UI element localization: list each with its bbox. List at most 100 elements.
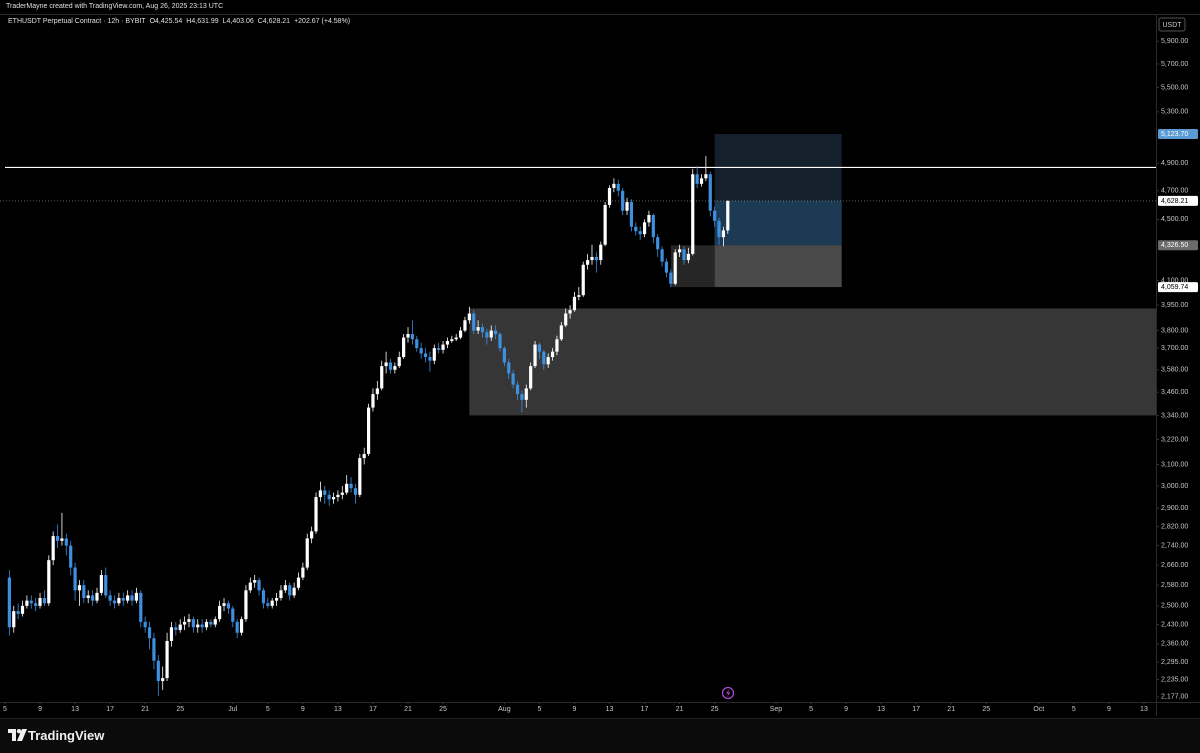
ohlc-close: C4,628.21 [257, 18, 291, 25]
candle-body [20, 605, 25, 614]
x-tick-label: 13 [877, 706, 885, 713]
x-tick-label: 17 [369, 706, 377, 713]
candle-body [406, 334, 410, 338]
candle-body [134, 592, 139, 601]
x-tick-label: 5 [1072, 706, 1076, 713]
replay-bolt[interactable] [726, 689, 731, 697]
credit: TraderMayne created with TradingView.com… [6, 3, 224, 10]
candle-body [38, 598, 42, 606]
candle-body [261, 590, 266, 604]
y-tick-label: 2,580.00 [1161, 582, 1188, 589]
candle-body [415, 339, 419, 349]
candle-body [586, 260, 590, 265]
candle-body [318, 490, 322, 498]
x-tick-label: Jul [228, 706, 237, 713]
candle-body [239, 619, 244, 633]
candle-body [664, 261, 669, 273]
candle-body [634, 226, 638, 232]
candle-body [314, 497, 318, 532]
x-tick-label: Sep [770, 706, 783, 713]
candle-body [678, 249, 682, 253]
candle-body [69, 545, 73, 568]
x-tick-label: 21 [947, 706, 955, 713]
y-tick-label: 2,820.00 [1161, 524, 1188, 531]
candle-body [515, 384, 520, 395]
candle-body [638, 231, 642, 235]
candle-body [695, 174, 699, 184]
entry-price-tag-bg [1158, 240, 1198, 251]
candle-body [682, 249, 686, 261]
candle-body [82, 585, 86, 599]
candle-body [248, 582, 252, 591]
candle-body [494, 330, 498, 335]
candle-body [572, 296, 577, 311]
candle-body [345, 483, 349, 493]
x-tick-label: 9 [573, 706, 577, 713]
candle-body [196, 624, 200, 628]
candle-body [388, 362, 393, 370]
candle-body [86, 595, 90, 599]
ohlc-low: L4,403.06 [222, 18, 254, 25]
candle-body [226, 603, 231, 609]
candle-body [42, 598, 47, 604]
x-tick-label: 5 [537, 706, 541, 713]
candle-body [47, 560, 51, 604]
candle-body [283, 585, 287, 591]
candle-body [77, 585, 82, 591]
candle-body [12, 611, 16, 628]
candle-body [423, 353, 428, 358]
candle-body [502, 348, 506, 363]
replay-circle[interactable] [721, 686, 735, 700]
candle-body [310, 531, 314, 539]
ohlc-high: H4,631.99 [186, 18, 219, 25]
ohlc-change: +202.67 (+4.58%) [294, 18, 351, 25]
candle-body [34, 603, 38, 606]
y-tick-label: 3,340.00 [1161, 412, 1188, 419]
candle-body [95, 592, 99, 601]
candle-body [660, 249, 664, 262]
candle-body [485, 332, 489, 338]
candle-body [323, 490, 327, 495]
candle-body [200, 624, 204, 628]
x-tick-label: 13 [71, 706, 79, 713]
candle-body [384, 362, 388, 367]
candle-body [270, 600, 274, 606]
y-tick-label: 3,580.00 [1161, 367, 1188, 374]
y-tick-label: 2,660.00 [1161, 562, 1188, 569]
candle-body [577, 295, 581, 297]
y-tick-label: 3,460.00 [1161, 389, 1188, 396]
candle-body [458, 330, 463, 338]
candle-body [169, 627, 174, 641]
candle-body [726, 200, 730, 231]
y-tick-label: 3,700.00 [1161, 345, 1188, 352]
y-tick-label: 2,295.00 [1161, 659, 1188, 666]
x-tick-label: 21 [676, 706, 684, 713]
candle-body [564, 313, 568, 326]
candle-body [437, 348, 441, 350]
target-price-tag-bg [1158, 129, 1198, 140]
legend: ETHUSDT Perpetual Contract · 12h · BYBIT… [8, 18, 350, 25]
candle-body [362, 453, 366, 459]
candle-body [178, 624, 182, 630]
candle-body [717, 220, 721, 238]
x-tick-label: 9 [301, 706, 305, 713]
replay-icon[interactable] [721, 686, 735, 700]
stop-price-tag-bg [1158, 282, 1198, 293]
candle-body [402, 337, 406, 358]
candle-body [651, 215, 655, 238]
y-tick-label: 2,740.00 [1161, 542, 1188, 549]
candle-body [7, 577, 11, 628]
last-price-tag: 4,628.21 [1161, 198, 1188, 205]
candle-body [222, 603, 226, 606]
target-price-tag: 5,123.70 [1161, 131, 1188, 138]
currency-box[interactable] [1158, 17, 1186, 32]
candle-body [721, 230, 726, 238]
candle-body [257, 580, 261, 591]
candle-body [279, 590, 283, 599]
candle-body [156, 660, 160, 682]
currency-label[interactable]: USDT [1162, 22, 1182, 29]
candle-body [305, 538, 309, 568]
candle-body [73, 567, 77, 591]
candle-body [108, 595, 112, 601]
candle-body [349, 483, 353, 489]
